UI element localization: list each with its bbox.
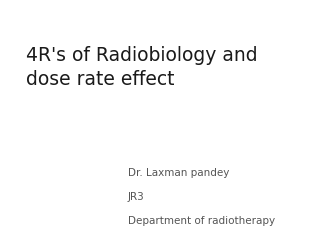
Text: JR3: JR3 <box>128 192 145 202</box>
Text: Department of radiotherapy: Department of radiotherapy <box>128 216 275 226</box>
Text: 4R's of Radiobiology and
dose rate effect: 4R's of Radiobiology and dose rate effec… <box>26 46 257 89</box>
Text: Dr. Laxman pandey: Dr. Laxman pandey <box>128 168 229 178</box>
